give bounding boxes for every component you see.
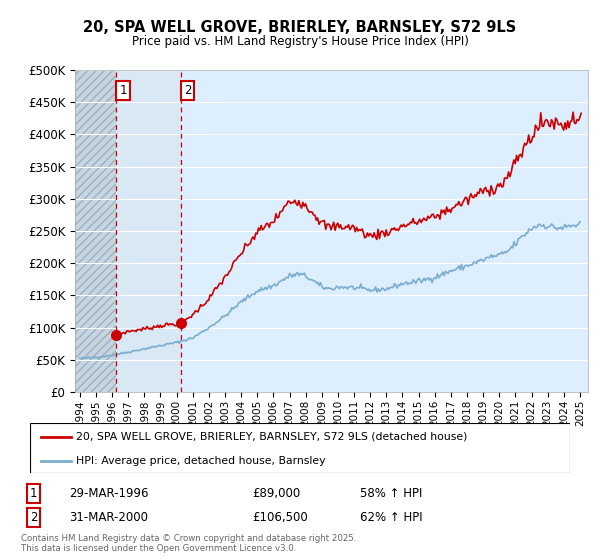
FancyBboxPatch shape — [30, 423, 570, 473]
Text: 2: 2 — [184, 84, 191, 97]
Text: 20, SPA WELL GROVE, BRIERLEY, BARNSLEY, S72 9LS: 20, SPA WELL GROVE, BRIERLEY, BARNSLEY, … — [83, 20, 517, 35]
Text: 1: 1 — [119, 84, 127, 97]
Text: 20, SPA WELL GROVE, BRIERLEY, BARNSLEY, S72 9LS (detached house): 20, SPA WELL GROVE, BRIERLEY, BARNSLEY, … — [76, 432, 467, 442]
Text: 31-MAR-2000: 31-MAR-2000 — [69, 511, 148, 524]
Text: 2: 2 — [30, 511, 37, 524]
Text: 62% ↑ HPI: 62% ↑ HPI — [360, 511, 422, 524]
Text: 1: 1 — [30, 487, 37, 501]
Text: £106,500: £106,500 — [252, 511, 308, 524]
Bar — [116, 70, 181, 392]
Text: HPI: Average price, detached house, Barnsley: HPI: Average price, detached house, Barn… — [76, 456, 325, 465]
Text: Price paid vs. HM Land Registry's House Price Index (HPI): Price paid vs. HM Land Registry's House … — [131, 35, 469, 48]
Bar — [75, 70, 116, 392]
Text: 29-MAR-1996: 29-MAR-1996 — [69, 487, 149, 501]
Text: 58% ↑ HPI: 58% ↑ HPI — [360, 487, 422, 501]
Text: £89,000: £89,000 — [252, 487, 300, 501]
Text: Contains HM Land Registry data © Crown copyright and database right 2025.
This d: Contains HM Land Registry data © Crown c… — [21, 534, 356, 553]
